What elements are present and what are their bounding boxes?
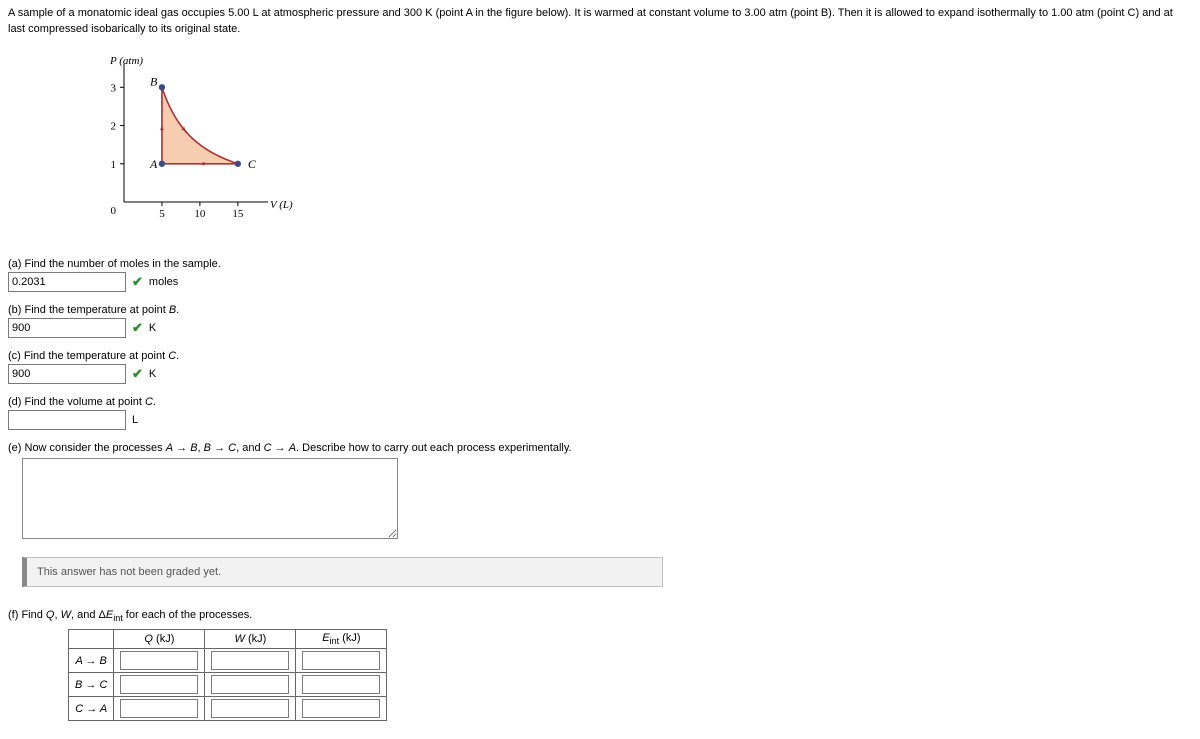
cell-bc-e[interactable] [302, 675, 380, 694]
pv-diagram: 321051015P (atm)V (L)ABC [88, 52, 1192, 240]
cell-ca-w[interactable] [211, 699, 289, 718]
part-a-unit: moles [149, 276, 178, 288]
part-a-prompt: (a) Find the number of moles in the samp… [8, 258, 1192, 270]
part-b: (b) Find the temperature at point B. ✔ K [8, 304, 1192, 338]
part-e-textarea[interactable] [22, 458, 398, 539]
part-a: (a) Find the number of moles in the samp… [8, 258, 1192, 292]
row-bc-label: B → C [69, 673, 114, 697]
svg-text:P (atm): P (atm) [109, 55, 143, 67]
part-a-input[interactable] [8, 272, 126, 292]
part-b-input[interactable] [8, 318, 126, 338]
svg-text:3: 3 [111, 82, 117, 94]
svg-text:C: C [248, 157, 257, 171]
part-c-unit: K [149, 368, 156, 380]
cell-ab-q[interactable] [120, 651, 198, 670]
part-d-unit: L [132, 414, 138, 426]
part-c: (c) Find the temperature at point C. ✔ K [8, 350, 1192, 384]
cell-ca-q[interactable] [120, 699, 198, 718]
cell-ca-e[interactable] [302, 699, 380, 718]
part-e: (e) Now consider the processes A → B, B … [8, 442, 1192, 587]
part-d-prompt: (d) Find the volume at point C. [8, 396, 1192, 408]
cell-ab-e[interactable] [302, 651, 380, 670]
svg-text:A: A [149, 157, 158, 171]
check-icon: ✔ [132, 274, 143, 290]
part-d: (d) Find the volume at point C. L [8, 396, 1192, 430]
col-q-header: Q (kJ) [114, 630, 205, 649]
part-c-input[interactable] [8, 364, 126, 384]
check-icon: ✔ [132, 320, 143, 336]
cell-ab-w[interactable] [211, 651, 289, 670]
col-w-header: W (kJ) [205, 630, 296, 649]
essay-grading-note: This answer has not been graded yet. [22, 557, 663, 587]
svg-text:B: B [150, 74, 158, 88]
svg-text:10: 10 [194, 208, 206, 220]
cell-bc-w[interactable] [211, 675, 289, 694]
table-corner [69, 630, 114, 649]
row-ca-label: C → A [69, 697, 114, 721]
part-f-prompt: (f) Find Q, W, and ΔEint for each of the… [8, 609, 1192, 623]
svg-text:2: 2 [111, 120, 117, 132]
svg-text:1: 1 [111, 159, 117, 171]
row-ab-label: A → B [69, 649, 114, 673]
qwe-table: Q (kJ) W (kJ) Eint (kJ) A → B B → C C → … [68, 629, 387, 721]
check-icon: ✔ [132, 366, 143, 382]
problem-statement: A sample of a monatomic ideal gas occupi… [8, 6, 1192, 38]
part-b-prompt: (b) Find the temperature at point B. [8, 304, 1192, 316]
part-b-unit: K [149, 322, 156, 334]
part-f: (f) Find Q, W, and ΔEint for each of the… [8, 609, 1192, 721]
svg-text:0: 0 [111, 205, 117, 217]
cell-bc-q[interactable] [120, 675, 198, 694]
part-e-prompt: (e) Now consider the processes A → B, B … [8, 442, 1192, 454]
svg-text:15: 15 [232, 208, 244, 220]
svg-text:5: 5 [159, 208, 165, 220]
part-c-prompt: (c) Find the temperature at point C. [8, 350, 1192, 362]
part-d-input[interactable] [8, 410, 126, 430]
svg-text:V (L): V (L) [270, 199, 293, 211]
col-e-header: Eint (kJ) [296, 630, 387, 649]
